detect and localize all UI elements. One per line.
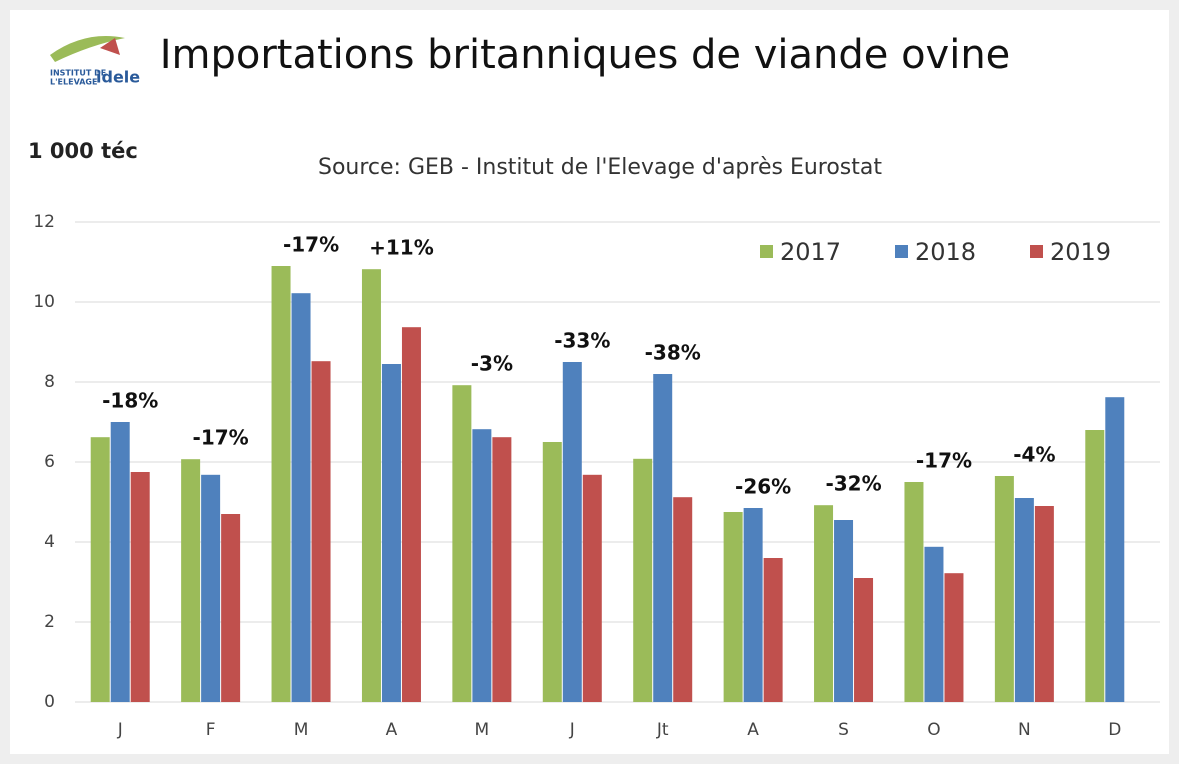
bar xyxy=(492,437,512,702)
logo-mark xyxy=(100,38,120,55)
annotation: -33% xyxy=(554,329,610,353)
annotation: -32% xyxy=(825,472,881,496)
bar xyxy=(130,472,150,702)
bar xyxy=(110,422,130,702)
annotation: -26% xyxy=(735,475,791,499)
bar xyxy=(90,437,110,702)
bar xyxy=(924,546,944,702)
bar xyxy=(994,476,1014,702)
x-tick-label: D xyxy=(1108,720,1121,740)
bar xyxy=(562,362,582,702)
bar xyxy=(944,573,964,702)
y-tick-label: 6 xyxy=(44,452,55,472)
bar xyxy=(311,361,331,702)
bar xyxy=(1085,430,1105,702)
bar xyxy=(542,442,562,702)
annotation: -38% xyxy=(645,341,701,365)
bar xyxy=(1034,506,1054,702)
chart-title: Importations britanniques de viande ovin… xyxy=(159,32,1011,78)
annotation: -4% xyxy=(1013,443,1055,467)
legend-label: 2019 xyxy=(1050,238,1111,266)
bar xyxy=(381,364,401,702)
x-tick-label: F xyxy=(206,720,216,740)
x-tick-label: N xyxy=(1018,720,1031,740)
annotation: -3% xyxy=(471,352,513,376)
legend-label: 2017 xyxy=(780,238,841,266)
logo-text: INSTITUT DE xyxy=(50,69,106,78)
bar xyxy=(854,578,874,702)
bar xyxy=(653,374,673,702)
x-tick-label: M xyxy=(294,720,309,740)
bar xyxy=(1014,498,1034,702)
logo-swoosh xyxy=(50,36,125,62)
x-tick-label: A xyxy=(386,720,398,740)
bar xyxy=(181,459,201,702)
y-tick-label: 10 xyxy=(33,292,55,312)
chart-subtitle: Source: GEB - Institut de l'Elevage d'ap… xyxy=(318,155,882,180)
y-tick-label: 4 xyxy=(44,532,55,552)
x-tick-label: O xyxy=(927,720,940,740)
legend-swatch xyxy=(760,245,773,258)
annotation: -17% xyxy=(193,426,249,450)
bar xyxy=(834,520,854,702)
y-axis-label: 1 000 téc xyxy=(28,139,138,163)
bar xyxy=(904,482,924,702)
legend-swatch xyxy=(1030,245,1043,258)
y-tick-label: 12 xyxy=(33,212,55,232)
annotation: -17% xyxy=(916,449,972,473)
x-tick-label: Jt xyxy=(656,720,669,740)
legend-label: 2018 xyxy=(915,238,976,266)
bar xyxy=(472,429,492,702)
y-tick-label: 0 xyxy=(44,692,55,712)
bar xyxy=(361,269,381,702)
bar xyxy=(763,558,783,702)
logo-brand: idele xyxy=(96,68,140,87)
bar xyxy=(743,508,763,702)
bar xyxy=(271,266,291,702)
bar xyxy=(291,293,311,702)
bar xyxy=(1105,397,1125,702)
legend-swatch xyxy=(895,245,908,258)
x-tick-label: A xyxy=(747,720,759,740)
bar xyxy=(201,474,221,702)
x-tick-label: J xyxy=(569,720,575,740)
x-tick-label: S xyxy=(838,720,849,740)
x-tick-label: J xyxy=(117,720,123,740)
logo-text: L'ELEVAGE xyxy=(50,78,97,87)
bar xyxy=(723,512,743,702)
x-tick-label: M xyxy=(475,720,490,740)
y-tick-label: 8 xyxy=(44,372,55,392)
bar xyxy=(814,505,834,702)
bar xyxy=(401,327,421,702)
bar xyxy=(673,497,693,702)
annotation: -17% xyxy=(283,233,339,257)
bar xyxy=(582,474,602,702)
annotation: -18% xyxy=(102,389,158,413)
bar xyxy=(452,385,472,702)
annotation: +11% xyxy=(369,236,434,260)
bar xyxy=(221,514,241,702)
y-tick-label: 2 xyxy=(44,612,55,632)
bar xyxy=(633,458,653,702)
